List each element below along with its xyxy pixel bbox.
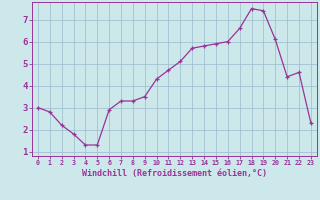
X-axis label: Windchill (Refroidissement éolien,°C): Windchill (Refroidissement éolien,°C) (82, 169, 267, 178)
